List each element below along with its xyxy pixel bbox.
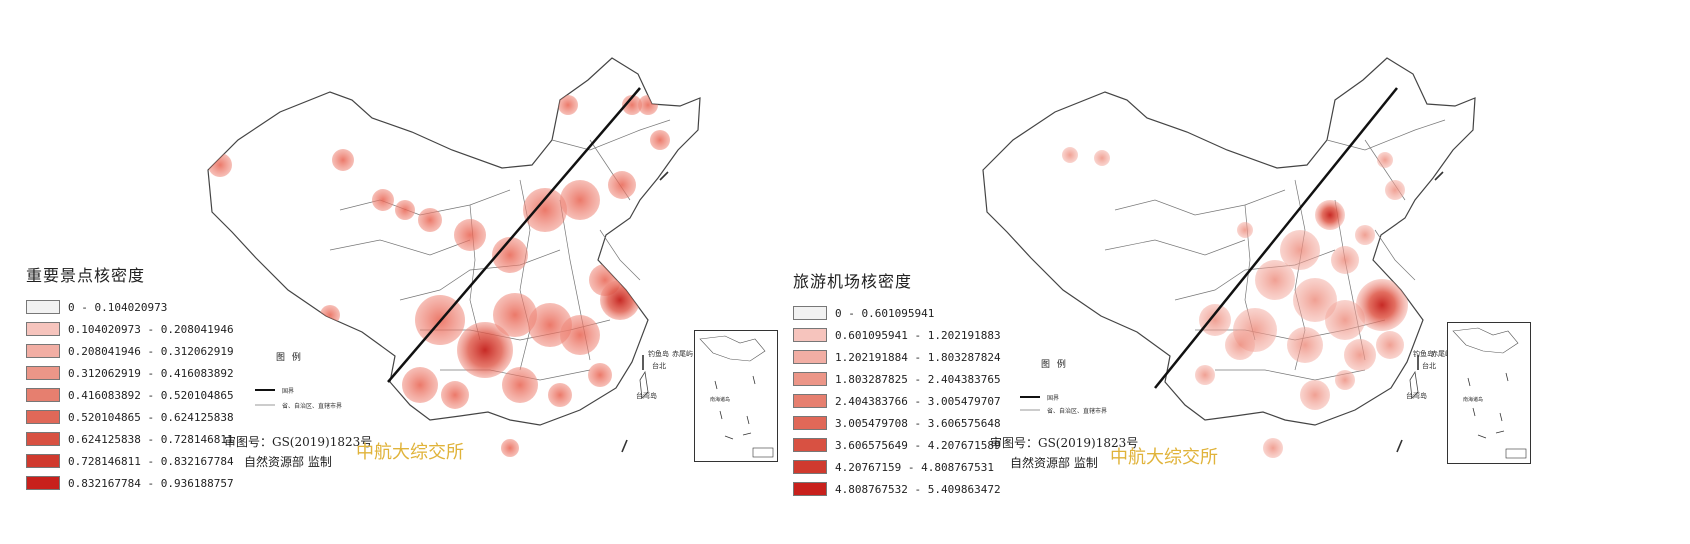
south-china-sea-inset: 南海诸岛: [1447, 322, 1531, 464]
legend-class-label: 0.624125838 - 0.728146811: [68, 432, 234, 446]
label-diaoyu: 钓鱼岛: [648, 349, 669, 358]
legend-border-label: 国界: [1047, 395, 1060, 402]
legend-swatch: [26, 300, 60, 314]
hainan-hotspot: [501, 439, 519, 457]
legend-swatch: [793, 306, 827, 320]
label-chiwei: 赤尾屿: [1431, 349, 1452, 358]
china-map-attractions: 台北 台湾岛 钓鱼岛 赤尾屿: [207, 57, 701, 457]
density-hotspots: [1062, 147, 1408, 410]
legend-row: 4.20767159 - 4.808767531: [793, 456, 1001, 478]
legend-rows: 0 - 0.104020973 0.104020973 - 0.208041946…: [26, 296, 234, 494]
legend-swatch: [793, 394, 827, 408]
map-approval-number: 审图号：GS(2019)1823号 自然资源部 监制: [990, 436, 1139, 470]
legend-swatch: [26, 388, 60, 402]
legend-province-label: 省、自治区、直辖市界: [1047, 408, 1108, 415]
left-panel-attractions: 台北 台湾岛 钓鱼岛 赤尾屿 图 例 国界 省、自治区、直辖市界 重要景点核密度…: [26, 57, 778, 494]
legend-swatch: [793, 416, 827, 430]
legend-province-label: 省、自治区、直辖市界: [282, 403, 343, 410]
legend-swatch: [26, 454, 60, 468]
legend-row: 0.520104865 - 0.624125838: [26, 406, 234, 428]
legend-swatch: [793, 438, 827, 452]
legend-row: 0.104020973 - 0.208041946: [26, 318, 234, 340]
legend-row: 3.606575649 - 4.207671589: [793, 434, 1001, 456]
legend-swatch: [26, 432, 60, 446]
hainan-hotspot: [1263, 438, 1283, 458]
legend-title: 旅游机场核密度: [793, 272, 913, 291]
legend-title: 重要景点核密度: [26, 266, 146, 285]
legend-row: 0.624125838 - 0.728146811: [26, 428, 234, 450]
legend-class-label: 0.601095941 - 1.202191883: [835, 328, 1001, 342]
label-chiwei: 赤尾屿: [672, 349, 693, 358]
legend-row: 0 - 0.104020973: [26, 296, 234, 318]
label-taiwan: 台湾岛: [636, 391, 657, 400]
legend-rows: 0 - 0.601095941 0.601095941 - 1.202191883…: [793, 302, 1001, 500]
legend-swatch: [793, 350, 827, 364]
legend-class-label: 0.728146811 - 0.832167784: [68, 454, 234, 468]
watermark: 中航大综交所: [1110, 447, 1218, 468]
legend-row: 1.803287825 - 2.404383765: [793, 368, 1001, 390]
china-map-airports: 台北 台湾岛 钓鱼岛 赤尾屿: [982, 57, 1476, 458]
map-legend-title: 图 例: [1041, 360, 1068, 370]
watermark: 中航大综交所: [356, 442, 464, 463]
label-diaoyu: 钓鱼岛: [1413, 349, 1434, 358]
legend-swatch: [793, 328, 827, 342]
label-taiwan: 台湾岛: [1406, 391, 1427, 400]
south-china-sea-inset: 南海诸岛: [694, 330, 778, 462]
legend-swatch: [26, 366, 60, 380]
map-legend-title: 图 例: [276, 353, 303, 363]
taiwan-island: [1409, 370, 1419, 399]
legend-class-label: 0.832167784 - 0.936188757: [68, 476, 234, 490]
legend-row: 0.832167784 - 0.936188757: [26, 472, 234, 494]
legend-class-label: 1.803287825 - 2.404383765: [835, 372, 1001, 386]
legend-row: 0.416083892 - 0.520104865: [26, 384, 234, 406]
right-panel-airports: 台北 台湾岛 钓鱼岛 赤尾屿 图 例 国界 省、自治区、直辖市界 旅游机场核密度…: [793, 0, 1690, 544]
legend-class-label: 0.208041946 - 0.312062919: [68, 344, 234, 358]
legend-row: 0.728146811 - 0.832167784: [26, 450, 234, 472]
legend-swatch: [26, 476, 60, 490]
hu-line: [387, 87, 641, 383]
legend-row: 4.808767532 - 5.409863472: [793, 478, 1001, 500]
label-taibei: 台北: [1422, 361, 1436, 370]
legend-row: 0.208041946 - 0.312062919: [26, 340, 234, 362]
legend-swatch: [793, 482, 827, 496]
legend-row: 0.601095941 - 1.202191883: [793, 324, 1001, 346]
legend-class-label: 0.416083892 - 0.520104865: [68, 388, 234, 402]
legend-class-label: 0.520104865 - 0.624125838: [68, 410, 234, 424]
taiwan-island: [639, 370, 649, 399]
legend-class-label: 3.606575649 - 4.207671589: [835, 438, 1001, 452]
legend-class-label: 4.20767159 - 4.808767531: [835, 460, 994, 474]
svg-text:南海诸岛: 南海诸岛: [710, 396, 730, 403]
svg-text:南海诸岛: 南海诸岛: [1463, 396, 1483, 403]
legend-class-label: 1.202191884 - 1.803287824: [835, 350, 1001, 364]
hu-line: [1154, 87, 1398, 389]
legend-swatch: [793, 460, 827, 474]
legend-swatch: [793, 372, 827, 386]
legend-class-label: 0.312062919 - 0.416083892: [68, 366, 234, 380]
density-legend-airports: 旅游机场核密度 0 - 0.601095941 0.601095941 - 1.2…: [793, 268, 1001, 500]
legend-class-label: 0 - 0.104020973: [68, 300, 168, 314]
legend-row: 0.312062919 - 0.416083892: [26, 362, 234, 384]
legend-border-label: 国界: [282, 388, 295, 395]
legend-row: 3.005479708 - 3.606575648: [793, 412, 1001, 434]
legend-swatch: [26, 344, 60, 358]
legend-class-label: 3.005479708 - 3.606575648: [835, 416, 1001, 430]
legend-class-label: 4.808767532 - 5.409863472: [835, 482, 1001, 496]
legend-class-label: 2.404383766 - 3.005479707: [835, 394, 1001, 408]
label-taibei: 台北: [652, 361, 666, 370]
map-approval-number: 审图号：GS(2019)1823号 自然资源部 监制: [224, 435, 373, 469]
legend-row: 2.404383766 - 3.005479707: [793, 390, 1001, 412]
legend-row: 1.202191884 - 1.803287824: [793, 346, 1001, 368]
legend-class-label: 0.104020973 - 0.208041946: [68, 322, 234, 336]
coast-marks: [1396, 171, 1444, 453]
legend-class-label: 0 - 0.601095941: [835, 306, 935, 320]
coast-marks: [621, 171, 669, 453]
legend-swatch: [26, 410, 60, 424]
density-legend-attractions: 重要景点核密度 0 - 0.104020973 0.104020973 - 0.2…: [26, 262, 234, 494]
legend-row: 0 - 0.601095941: [793, 302, 1001, 324]
legend-swatch: [26, 322, 60, 336]
